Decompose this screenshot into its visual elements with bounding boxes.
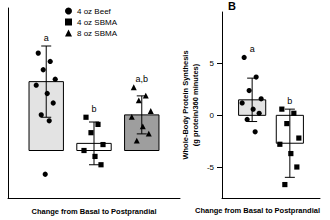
svg-text:a: a (250, 44, 255, 54)
svg-text:Change from Basal to Postprand: Change from Basal to Postprandial (195, 206, 320, 215)
svg-text:b: b (91, 104, 96, 114)
svg-text:8 oz SBMA: 8 oz SBMA (77, 29, 118, 38)
svg-text:4 oz Beef: 4 oz Beef (77, 7, 112, 16)
svg-text:Whole-Body Protein Synthesis: Whole-Body Protein Synthesis (181, 50, 190, 159)
svg-text:5: 5 (210, 59, 215, 68)
svg-text:(g protein/360 minutes): (g protein/360 minutes) (191, 63, 200, 146)
svg-text:a,b: a,b (136, 74, 149, 84)
svg-text:Change from Basal to Postprand: Change from Basal to Postprandial (31, 207, 156, 216)
svg-text:B: B (228, 0, 236, 12)
svg-text:-5: -5 (207, 163, 215, 172)
svg-text:b: b (287, 96, 292, 106)
svg-text:0: 0 (210, 111, 215, 120)
svg-text:a: a (44, 33, 49, 43)
svg-text:4 oz SBMA: 4 oz SBMA (77, 18, 118, 27)
